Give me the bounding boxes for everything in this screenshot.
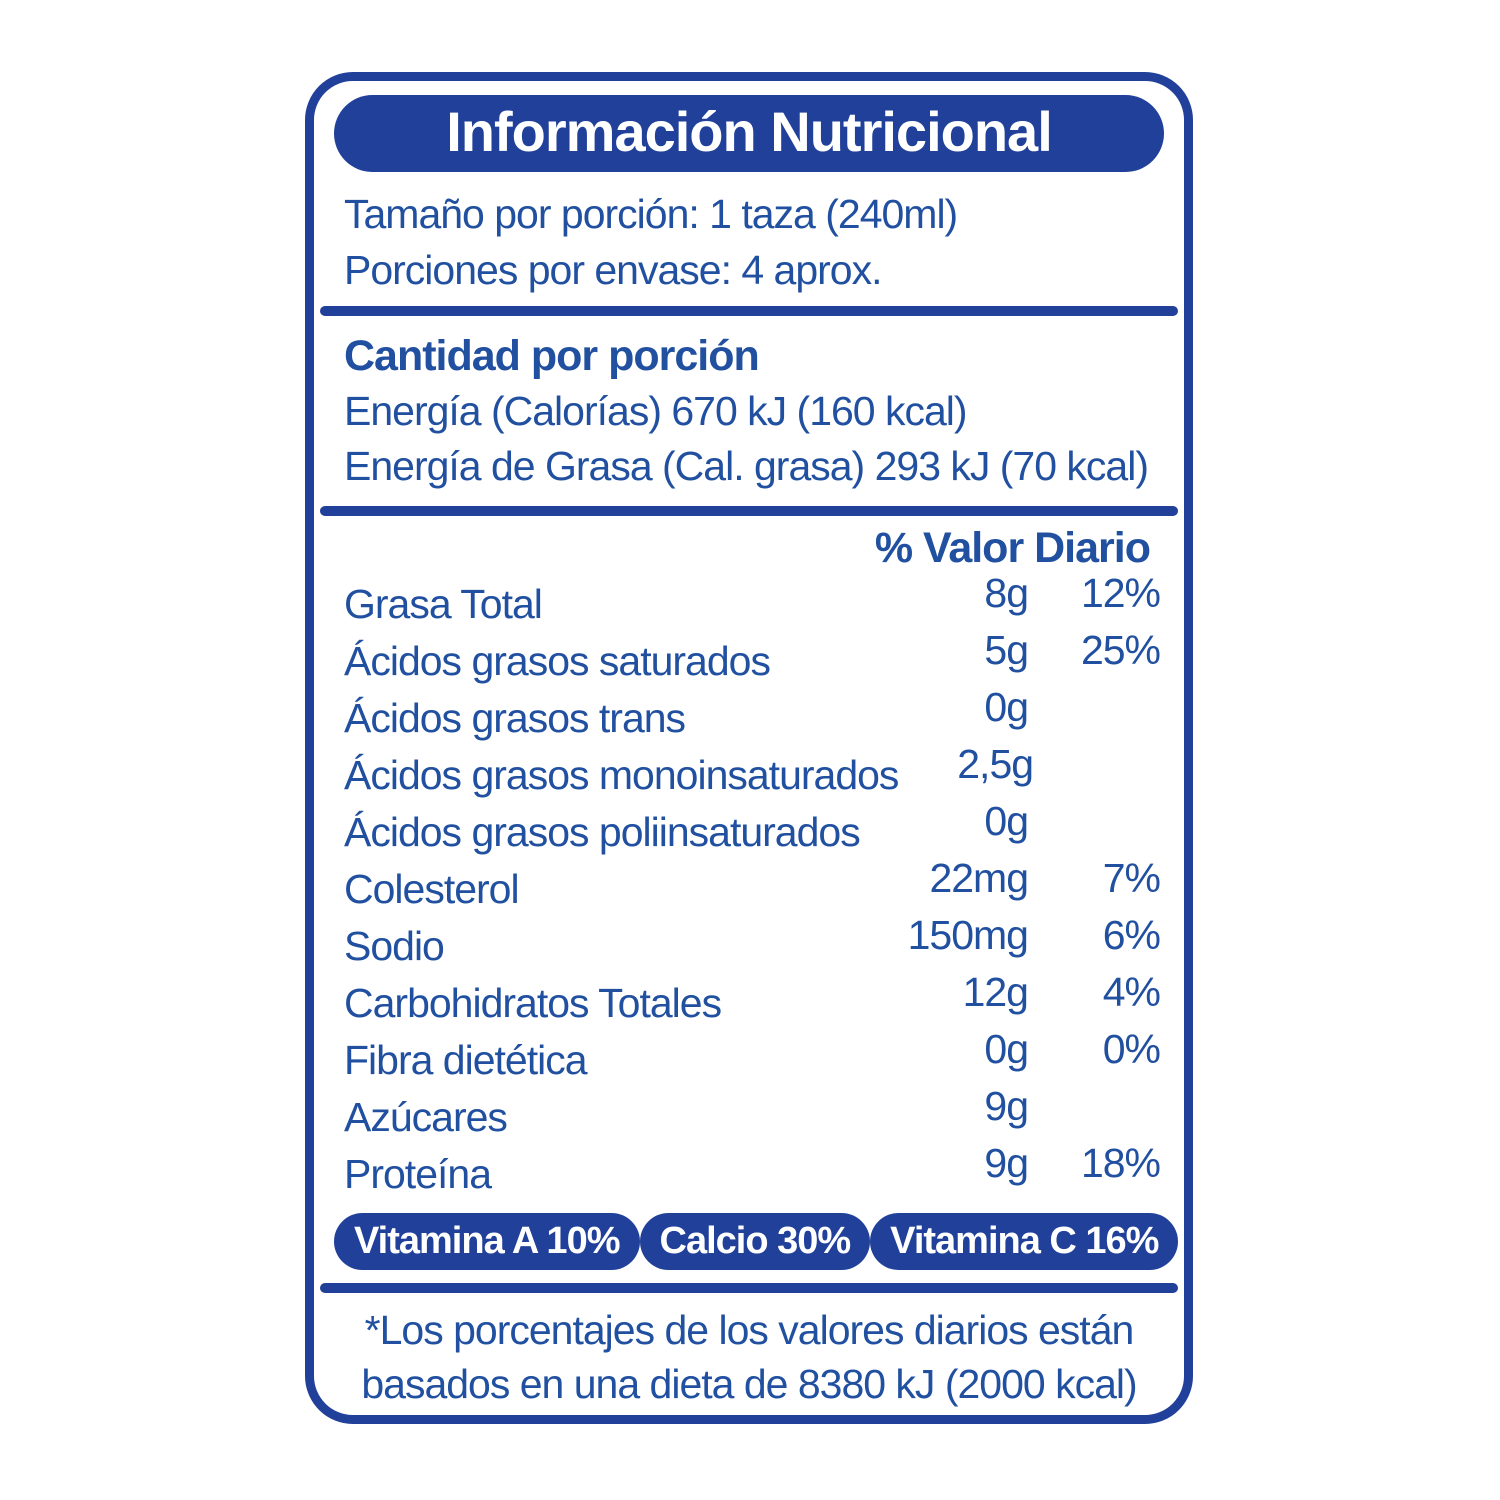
nutrient-name: Ácidos grasos monoinsaturados: [344, 752, 899, 798]
nutrient-name: Ácidos grasos poliinsaturados: [344, 809, 861, 855]
divider-bottom: [320, 1283, 1178, 1293]
nutrient-row: Ácidos grasos saturados 5g 25%: [344, 627, 1164, 690]
nutrient-daily-value: 18%: [1080, 1140, 1161, 1186]
nutrient-daily-value: 7%: [1102, 855, 1161, 901]
nutrient-daily-value: 6%: [1102, 912, 1161, 958]
nutrient-amount: 0g: [984, 1026, 1029, 1072]
nutrient-name: Ácidos grasos trans: [344, 695, 686, 741]
nutrient-row: Grasa Total 8g 12%: [344, 570, 1164, 633]
serving-info-section: Tamaño por porción: 1 taza (240ml) Porci…: [344, 186, 1164, 298]
nutrient-amount: 22mg: [929, 855, 1029, 901]
divider-middle: [320, 506, 1178, 516]
vitamin-pill: Vitamina A 10%: [334, 1213, 640, 1270]
panel-title: Información Nutricional: [334, 95, 1164, 172]
nutrient-amount: 9g: [984, 1083, 1029, 1129]
nutrient-row: Azúcares 9g: [344, 1083, 1164, 1146]
nutrient-amount: 9g: [984, 1140, 1029, 1186]
divider-top: [320, 306, 1178, 316]
servings-per-container-text: Porciones por envase: 4 aprox.: [344, 247, 883, 293]
nutrient-daily-value: 25%: [1080, 627, 1161, 673]
nutrient-amount: 2,5g: [957, 741, 1034, 787]
serving-size-text: Tamaño por porción: 1 taza (240ml): [344, 191, 958, 237]
footnote-line-2: basados en una dieta de 8380 kJ (2000 kc…: [361, 1361, 1137, 1407]
nutrient-name: Azúcares: [344, 1094, 508, 1140]
vitamin-pill: Calcio 30%: [639, 1213, 871, 1270]
nutrient-amount: 12g: [962, 969, 1029, 1015]
nutrient-row: Colesterol 22mg 7%: [344, 855, 1164, 918]
nutrient-daily-value: 0%: [1102, 1026, 1161, 1072]
nutrient-name: Colesterol: [344, 866, 520, 912]
nutrient-daily-value: 12%: [1080, 570, 1161, 616]
nutrient-name: Carbohidratos Totales: [344, 980, 722, 1026]
energy-line: Energía (Calorías) 670 kJ (160 kcal): [344, 388, 968, 434]
energy-from-fat-line: Energía de Grasa (Cal. grasa) 293 kJ (70…: [344, 443, 1149, 489]
nutrient-row: Ácidos grasos monoinsaturados 2,5g: [344, 741, 1164, 804]
amount-per-serving-heading: Cantidad por porción: [344, 332, 760, 380]
nutrient-row: Ácidos grasos trans 0g: [344, 684, 1164, 747]
nutrient-table: Grasa Total 8g 12% Ácidos grasos saturados 5…: [344, 570, 1164, 1203]
nutrient-name: Ácidos grasos saturados: [344, 638, 771, 684]
nutrient-row: Proteína 9g 18%: [344, 1140, 1164, 1203]
nutrient-amount: 150mg: [907, 912, 1029, 958]
nutrient-name: Proteína: [344, 1151, 492, 1197]
nutrient-amount: 5g: [984, 627, 1029, 673]
nutrient-name: Fibra dietética: [344, 1037, 588, 1083]
footnote-line-1: *Los porcentajes de los valores diarios …: [364, 1307, 1135, 1353]
vitamin-pill: Vitamina C 16%: [870, 1213, 1179, 1270]
nutrient-amount: 0g: [984, 684, 1029, 730]
nutrient-row: Sodio 150mg 6%: [344, 912, 1164, 975]
amount-per-serving-section: Cantidad por porción Energía (Calorías) …: [344, 328, 1164, 494]
nutrient-row: Carbohidratos Totales 12g 4%: [344, 969, 1164, 1032]
nutrient-amount: 8g: [984, 570, 1029, 616]
nutrient-row: Fibra dietética 0g 0%: [344, 1026, 1164, 1089]
vitamin-pills-row: Vitamina A 10% Calcio 30% Vitamina C 16%: [334, 1213, 1179, 1270]
nutrient-name: Sodio: [344, 923, 445, 969]
daily-value-column-header: % Valor Diario: [874, 524, 1151, 572]
nutrient-row: Ácidos grasos poliinsaturados 0g: [344, 798, 1164, 861]
nutrient-name: Grasa Total: [344, 581, 543, 627]
nutrient-daily-value: 4%: [1102, 969, 1161, 1015]
nutrient-amount: 0g: [984, 798, 1029, 844]
nutrition-facts-panel: Información Nutricional Tamaño por porci…: [305, 72, 1193, 1424]
footnote-section: *Los porcentajes de los valores diarios …: [334, 1303, 1164, 1411]
